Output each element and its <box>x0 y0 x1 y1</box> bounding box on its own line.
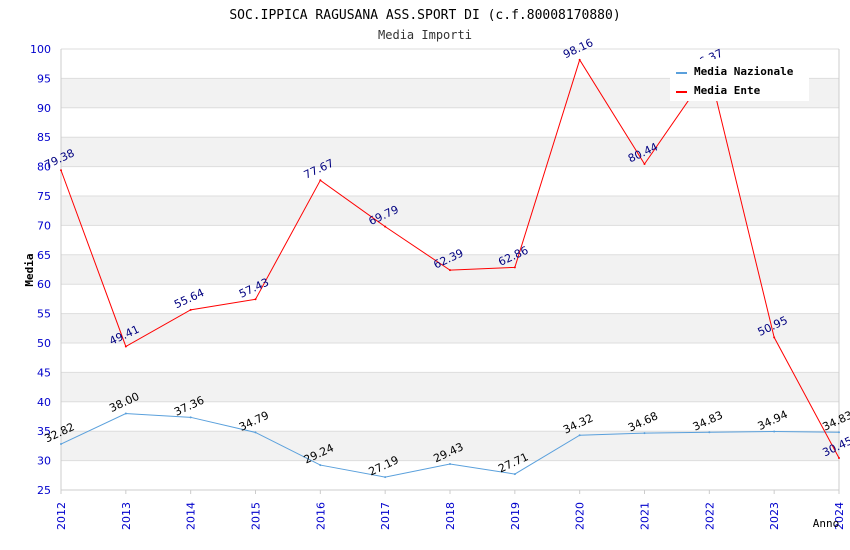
data-point <box>708 431 711 434</box>
y-tick-label: 95 <box>37 72 51 85</box>
data-point <box>449 269 451 272</box>
data-label: 98.16 <box>561 36 595 61</box>
data-point <box>773 430 776 433</box>
chart-title: SOC.IPPICA RAGUSANA ASS.SPORT DI (c.f.80… <box>229 8 620 23</box>
y-tick-label: 50 <box>37 337 51 350</box>
x-tick-label: 2012 <box>55 502 68 530</box>
x-tick-labels: 2012 2013 2014 2015 2016 2017 2018 2019 2020 2021… <box>55 502 846 530</box>
x-tick-label: 2020 <box>574 502 587 530</box>
data-point <box>838 456 840 459</box>
x-tick-label: 2019 <box>509 502 522 530</box>
legend-label: Media Nazionale <box>694 65 794 78</box>
x-tick-label: 2023 <box>768 502 781 530</box>
x-tick-label: 2015 <box>250 502 263 530</box>
data-point <box>319 179 322 182</box>
plot-background-bands <box>61 78 839 461</box>
data-label: 34.79 <box>237 409 271 434</box>
x-axis-label: Anno <box>813 517 840 530</box>
data-point <box>643 163 646 166</box>
y-tick-label: 100 <box>30 43 51 56</box>
grid-band <box>61 372 839 402</box>
y-tick-label: 60 <box>37 278 51 291</box>
data-point <box>578 434 581 437</box>
grid-band <box>61 196 839 226</box>
x-tick-label: 2017 <box>379 502 392 530</box>
grid-band <box>61 137 839 167</box>
data-point <box>124 345 127 348</box>
data-label: 34.83 <box>820 408 850 433</box>
data-point <box>60 443 62 446</box>
data-point <box>254 431 257 434</box>
chart-subtitle: Media Importi <box>378 28 472 42</box>
data-point <box>254 298 257 301</box>
data-point <box>513 266 516 269</box>
data-point <box>643 432 646 435</box>
data-label: 79.38 <box>42 147 76 172</box>
y-tick-label: 80 <box>37 161 51 174</box>
y-tick-label: 30 <box>37 455 51 468</box>
data-point <box>838 431 840 434</box>
data-point <box>384 225 387 228</box>
y-tick-labels: 25 30 35 40 45 50 55 60 65 70 75 80 85 90 95 100 <box>30 43 51 497</box>
x-tick-label: 2014 <box>185 502 198 530</box>
data-point <box>578 58 581 61</box>
data-point <box>189 416 192 419</box>
legend-label: Media Ente <box>694 84 761 97</box>
y-tick-label: 85 <box>37 131 51 144</box>
x-tick-label: 2016 <box>314 502 327 530</box>
data-point <box>60 169 62 172</box>
grid-band <box>61 313 839 343</box>
data-label: 34.83 <box>691 408 725 433</box>
data-label: 55.64 <box>172 286 206 311</box>
data-point <box>189 308 192 311</box>
y-tick-label: 45 <box>37 366 51 379</box>
y-tick-label: 35 <box>37 425 51 438</box>
y-tick-label: 25 <box>37 484 51 497</box>
grid-band <box>61 431 839 461</box>
y-tick-label: 55 <box>37 308 51 321</box>
data-point <box>384 476 387 479</box>
data-point <box>449 462 451 465</box>
data-label: 34.94 <box>756 408 790 433</box>
y-tick-label: 75 <box>37 190 51 203</box>
x-tick-label: 2024 <box>833 502 846 530</box>
y-tick-label: 90 <box>37 102 51 115</box>
axes <box>60 49 840 494</box>
legend-box <box>670 59 809 101</box>
x-tick-label: 2013 <box>120 502 133 530</box>
data-point <box>513 473 516 476</box>
x-tick-label: 2022 <box>703 502 716 530</box>
y-tick-label: 40 <box>37 396 51 409</box>
y-tick-label: 70 <box>37 219 51 232</box>
data-point <box>319 464 322 467</box>
legend: Media Nazionale Media Ente <box>670 59 809 101</box>
y-tick-label: 65 <box>37 249 51 262</box>
y-axis-label: Media <box>23 253 36 286</box>
data-label: 34.68 <box>626 409 660 434</box>
x-tick-label: 2018 <box>444 502 457 530</box>
data-point <box>773 336 776 339</box>
data-point <box>124 412 127 415</box>
x-tick-label: 2021 <box>639 502 652 530</box>
